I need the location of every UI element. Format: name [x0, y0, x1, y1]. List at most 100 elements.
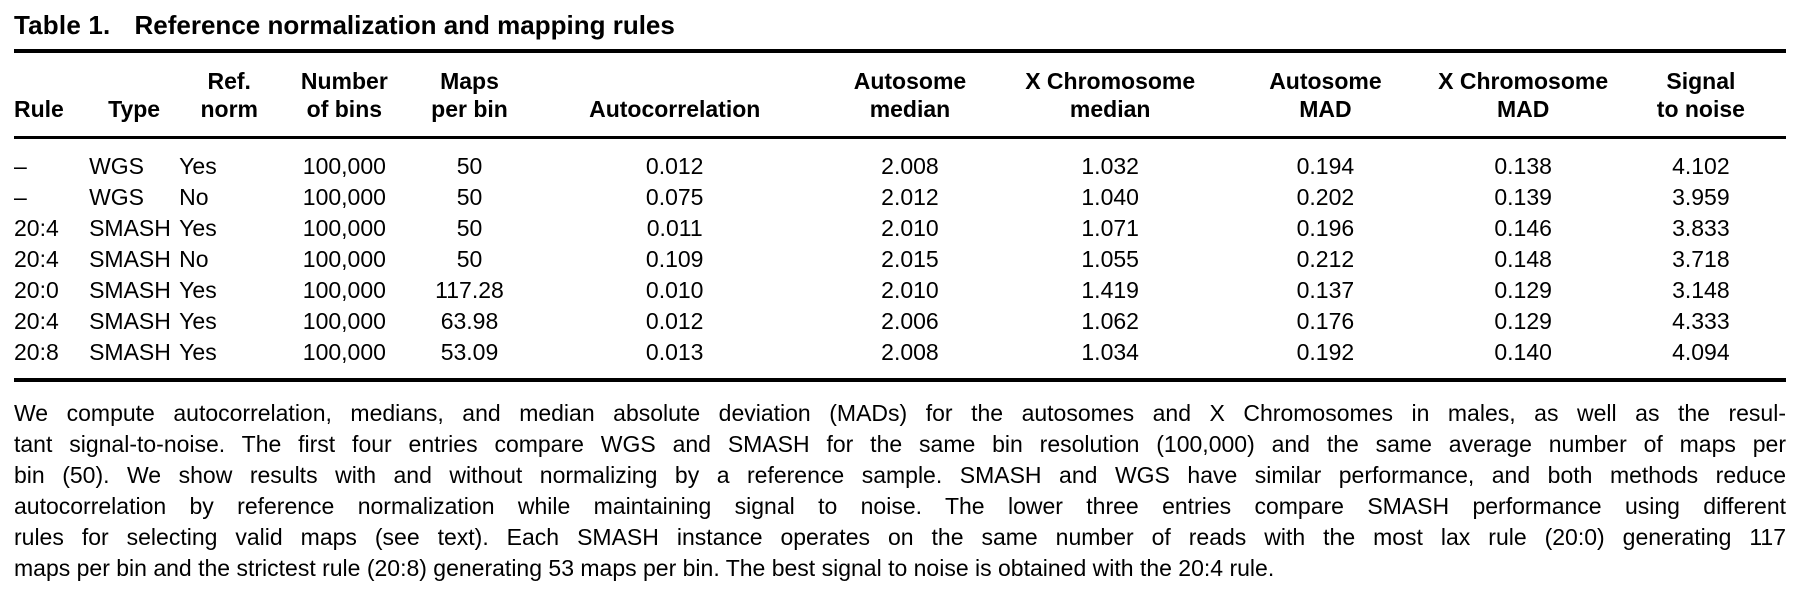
caption-line: maps per bin and the strictest rule (20:… — [14, 555, 1275, 581]
table-caption: We compute autocorrelation, medians, and… — [14, 398, 1786, 584]
cell-signal-to-noise: 3.718 — [1672, 246, 1730, 272]
cell-x-chromosome-mad: 0.139 — [1494, 184, 1552, 210]
cell-type: SMASH — [89, 277, 171, 303]
cell-rule: 20:4 — [14, 215, 59, 241]
cell-x-chromosome-mad: 0.146 — [1494, 215, 1552, 241]
cell-rule: 20:4 — [14, 308, 59, 334]
col-header-type: Type — [89, 53, 180, 139]
col-header-autosome-median: Autosome median — [819, 53, 1001, 139]
cell-autosome-median: 2.010 — [881, 277, 939, 303]
col-header-rule: Rule — [14, 53, 90, 139]
cell-autosome-median: 2.006 — [881, 308, 939, 334]
cell-type: WGS — [89, 153, 145, 179]
reference-normalization-table: Rule Type Ref. norm Number of bins Maps … — [14, 53, 1786, 382]
cell-maps-per-bin: 50 — [456, 184, 483, 210]
cell-type: SMASH — [89, 337, 180, 382]
table-row: – WGS Yes 100,000 50 0.012 2.008 1.032 0… — [14, 138, 1786, 183]
cell-rule: – — [14, 153, 27, 179]
col-header-autosome-mad: Autosome MAD — [1220, 53, 1431, 139]
cell-maps-per-bin: 117.28 — [435, 277, 504, 303]
cell-signal-to-noise: 4.094 — [1615, 337, 1786, 382]
cell-autocorrelation: 0.010 — [645, 277, 704, 303]
cell-rule: 20:4 — [14, 246, 59, 272]
header-row: Rule Type Ref. norm Number of bins Maps … — [14, 53, 1786, 139]
table-row: 20:4 SMASH No 100,000 50 0.109 2.015 1.0… — [14, 244, 1786, 275]
cell-type: SMASH — [89, 246, 171, 272]
cell-signal-to-noise: 4.102 — [1672, 153, 1730, 179]
cell-number-of-bins: 100,000 — [302, 153, 386, 179]
caption-line: rules for selecting valid maps (see text… — [14, 524, 1786, 550]
col-header-number-of-bins: Number of bins — [279, 53, 410, 139]
table-row: – WGS No 100,000 50 0.075 2.012 1.040 0.… — [14, 182, 1786, 213]
cell-autosome-median: 2.008 — [881, 153, 939, 179]
cell-type: SMASH — [89, 308, 171, 334]
cell-maps-per-bin: 63.98 — [440, 308, 499, 334]
col-header-maps-per-bin: Maps per bin — [409, 53, 530, 139]
cell-autosome-mad: 0.202 — [1296, 184, 1355, 210]
cell-x-chromosome-median: 1.040 — [1081, 184, 1139, 210]
col-header-signal-to-noise: Signal to noise — [1615, 53, 1786, 139]
cell-autosome-mad: 0.196 — [1296, 215, 1355, 241]
cell-maps-per-bin: 50 — [456, 153, 483, 179]
caption-line: autocorrelation by reference normalizati… — [14, 493, 1786, 519]
cell-autosome-median: 2.015 — [881, 246, 939, 272]
cell-ref-norm: Yes — [179, 308, 217, 334]
table-row: 20:4 SMASH Yes 100,000 63.98 0.012 2.006… — [14, 306, 1786, 337]
cell-ref-norm: Yes — [179, 215, 217, 241]
cell-signal-to-noise: 3.833 — [1672, 215, 1730, 241]
cell-autosome-median: 2.008 — [819, 337, 1001, 382]
cell-signal-to-noise: 3.959 — [1672, 184, 1730, 210]
cell-x-chromosome-median: 1.062 — [1081, 308, 1139, 334]
cell-autocorrelation: 0.075 — [645, 184, 704, 210]
cell-autocorrelation: 0.013 — [529, 337, 820, 382]
cell-autocorrelation: 0.109 — [645, 246, 704, 272]
table-row: 20:0 SMASH Yes 100,000 117.28 0.010 2.01… — [14, 275, 1786, 306]
cell-ref-norm: Yes — [179, 153, 217, 179]
cell-rule: 20:0 — [14, 277, 59, 303]
cell-signal-to-noise: 3.148 — [1672, 277, 1730, 303]
cell-x-chromosome-mad: 0.148 — [1494, 246, 1552, 272]
cell-x-chromosome-mad: 0.140 — [1430, 337, 1616, 382]
cell-autosome-mad: 0.137 — [1296, 277, 1355, 303]
table-number-label: Table 1. — [14, 10, 111, 40]
caption-line: bin (50). We show results with and witho… — [14, 462, 1786, 488]
cell-autosome-mad: 0.176 — [1296, 308, 1355, 334]
cell-type: SMASH — [89, 215, 171, 241]
cell-autosome-mad: 0.212 — [1296, 246, 1355, 272]
col-header-x-chromosome-mad: X Chromosome MAD — [1430, 53, 1616, 139]
table-body: – WGS Yes 100,000 50 0.012 2.008 1.032 0… — [14, 138, 1786, 382]
cell-ref-norm: Yes — [179, 277, 217, 303]
cell-number-of-bins: 100,000 — [302, 246, 386, 272]
cell-ref-norm: No — [179, 184, 209, 210]
cell-x-chromosome-median: 1.032 — [1081, 153, 1139, 179]
table-figure: Table 1. Reference normalization and map… — [14, 8, 1786, 584]
cell-x-chromosome-mad: 0.129 — [1494, 308, 1552, 334]
caption-line: We compute autocorrelation, medians, and… — [14, 400, 1786, 426]
cell-x-chromosome-median: 1.071 — [1081, 215, 1139, 241]
cell-autosome-mad: 0.192 — [1220, 337, 1431, 382]
cell-autocorrelation: 0.012 — [645, 153, 704, 179]
cell-rule: 20:8 — [14, 337, 90, 382]
cell-signal-to-noise: 4.333 — [1672, 308, 1730, 334]
cell-autosome-median: 2.010 — [881, 215, 939, 241]
cell-autosome-median: 2.012 — [881, 184, 939, 210]
cell-x-chromosome-mad: 0.129 — [1494, 277, 1552, 303]
table-row: 20:4 SMASH Yes 100,000 50 0.011 2.010 1.… — [14, 213, 1786, 244]
table-title: Table 1. Reference normalization and map… — [14, 8, 1786, 53]
cell-x-chromosome-mad: 0.138 — [1494, 153, 1552, 179]
cell-x-chromosome-median: 1.419 — [1081, 277, 1139, 303]
col-header-ref-norm: Ref. norm — [179, 53, 280, 139]
cell-ref-norm: No — [179, 246, 209, 272]
cell-autosome-mad: 0.194 — [1296, 153, 1355, 179]
cell-x-chromosome-median: 1.034 — [1000, 337, 1221, 382]
table-title-text: Reference normalization and mapping rule… — [134, 10, 675, 40]
col-header-x-chromosome-median: X Chromosome median — [1000, 53, 1221, 139]
cell-maps-per-bin: 50 — [456, 215, 483, 241]
cell-maps-per-bin: 53.09 — [409, 337, 530, 382]
caption-line: tant signal-to-noise. The first four ent… — [14, 431, 1786, 457]
cell-ref-norm: Yes — [179, 337, 280, 382]
cell-x-chromosome-median: 1.055 — [1081, 246, 1139, 272]
cell-number-of-bins: 100,000 — [302, 215, 386, 241]
cell-maps-per-bin: 50 — [456, 246, 483, 272]
cell-number-of-bins: 100,000 — [302, 184, 386, 210]
